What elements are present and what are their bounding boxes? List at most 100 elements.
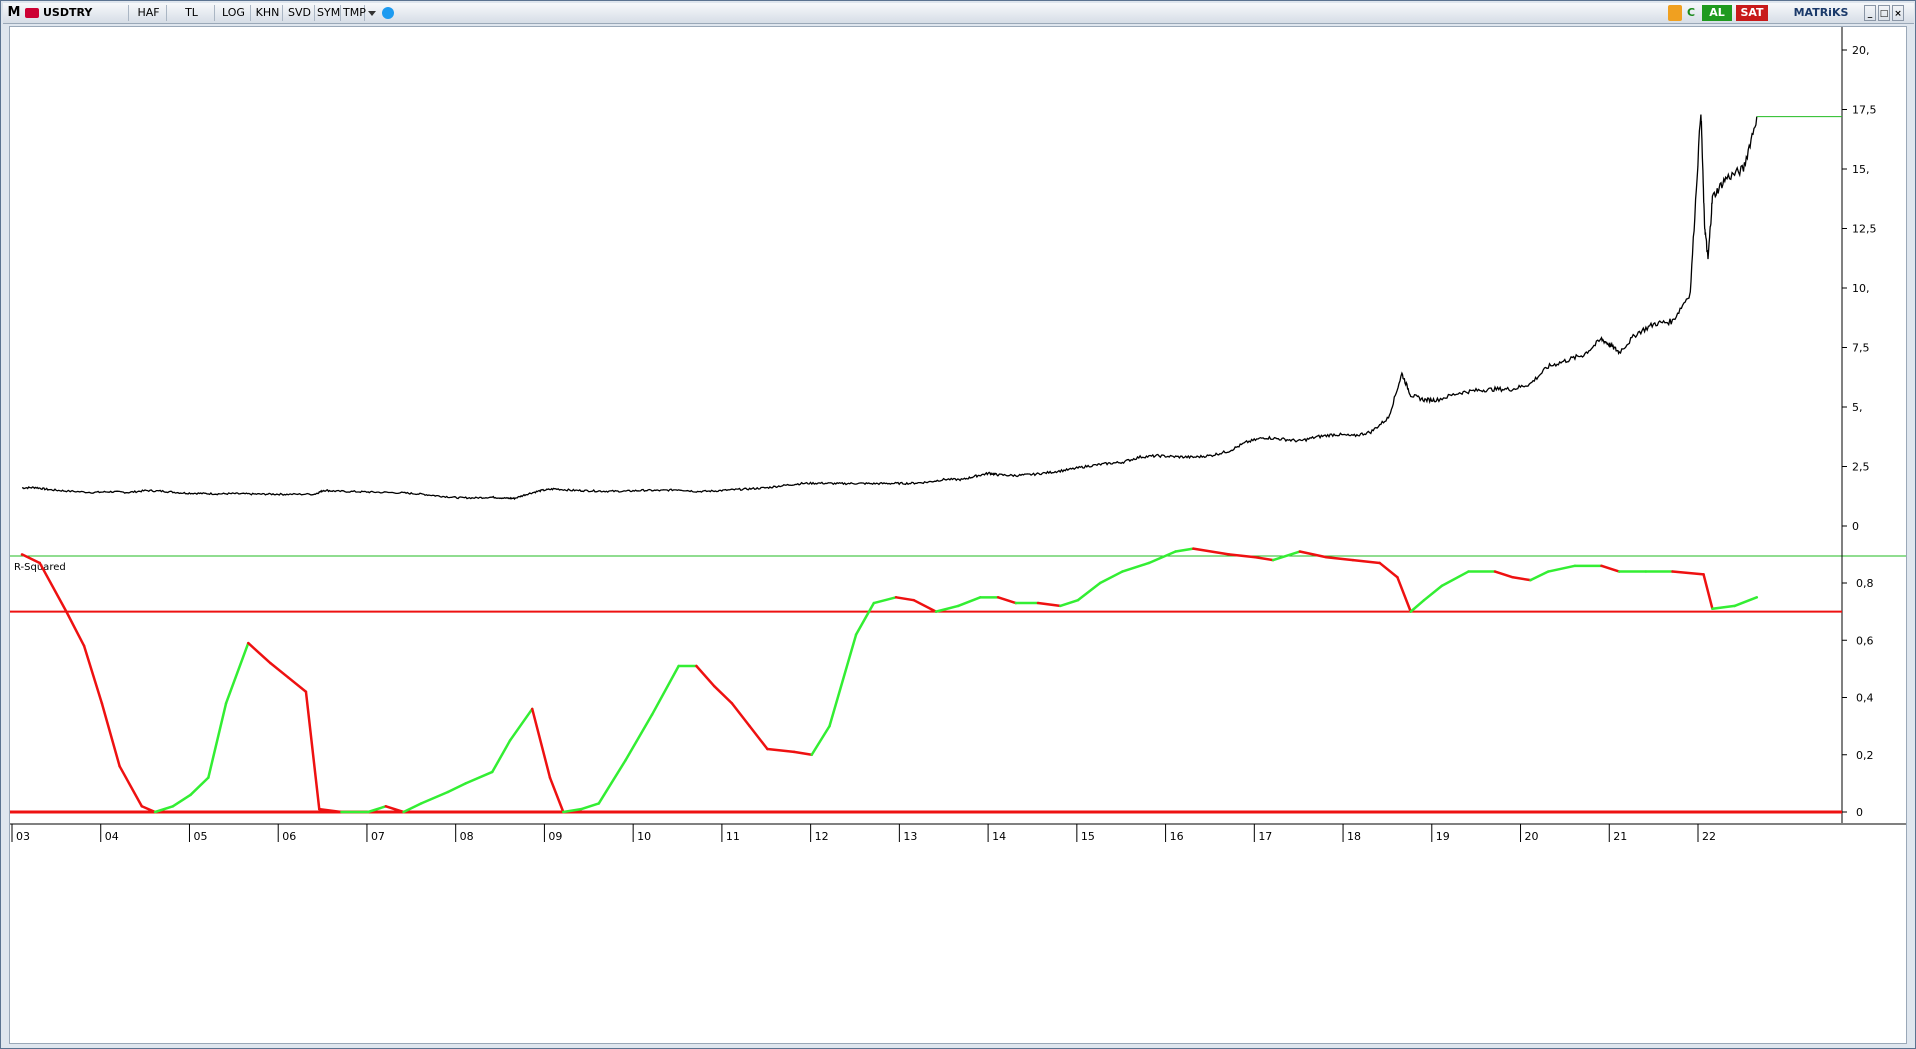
refresh-icon[interactable]: C [1686,6,1696,19]
maximize-icon[interactable]: □ [1878,5,1890,21]
x-tick-label: 17 [1258,830,1272,843]
rsq-segment [1351,558,1381,565]
x-tick-label: 18 [1347,830,1361,843]
period-button[interactable]: HAF [131,5,167,21]
rsq-segment [65,610,86,648]
rsq-segment [579,802,601,811]
rsq-segment [224,641,250,705]
rsq-segment [730,701,751,728]
rsq-segment [304,690,321,811]
sell-button[interactable]: SAT [1736,5,1768,21]
minimize-icon[interactable]: _ [1864,5,1876,21]
rsq-y-tick-label: 0,2 [1856,749,1874,762]
rsq-segment [1600,564,1621,573]
rsq-segment [530,707,552,779]
price-y-tick-label: 20, [1852,44,1870,57]
rsq-segment [1671,570,1705,576]
rsq-segment [464,770,494,785]
indicator-title: R-Squared [14,562,66,573]
rsq-segment [402,802,423,814]
chart-area[interactable]: 0 2,5 5, 7,5 10, 12,5 15, 17,5 20, R-Squared 0 0,2 0… [9,26,1907,1044]
rsq-segment [854,601,876,636]
rsq-segment [1702,573,1714,611]
rsq-segment [828,633,858,728]
x-tick-label: 16 [1170,830,1184,843]
rsq-segment [491,739,512,774]
rsq-segment [1271,550,1302,562]
price-y-tick-label: 10, [1852,282,1870,295]
rsq-segment [894,596,916,602]
x-tick-label: 06 [282,830,296,843]
x-tick-label: 12 [815,830,829,843]
rsq-segment [1733,596,1759,608]
matriks-logo[interactable]: M [7,5,21,20]
rsq-segment [38,561,68,613]
rsq-segment [650,664,680,716]
rsq-segment [189,776,210,797]
rsq-segment [140,805,157,814]
rsq-segment [996,596,1018,605]
rsq-segment [286,676,308,694]
tmp-button[interactable]: TMP [343,5,366,21]
rsq-segment [508,707,534,742]
log-button[interactable]: LOG [217,5,251,21]
alert-icon[interactable] [1668,5,1682,21]
price-series-line [21,114,1758,501]
x-tick-label: 04 [105,830,119,843]
rsq-segment [20,553,41,565]
x-tick-label: 05 [193,830,207,843]
khn-button[interactable]: KHN [253,5,283,21]
symbol-selector[interactable]: USDTRY [41,5,129,21]
rsq-segment [695,664,716,688]
rsq-segment [1422,584,1444,602]
x-tick-label: 20 [1525,830,1539,843]
rsq-segment [1511,576,1532,582]
rsq-segment [562,807,583,814]
chart-canvas[interactable]: 0 2,5 5, 7,5 10, 12,5 15, 17,5 20, R-Squared 0 0,2 0… [10,27,1906,1043]
rsq-segment [384,805,405,814]
rsq-segment [712,684,734,705]
currency-button[interactable]: TL [169,5,215,21]
rsq-segment [1192,547,1231,556]
rsq-segment [118,764,144,808]
chevron-down-icon[interactable] [366,7,378,19]
rsq-segment [420,790,450,805]
x-tick-label: 21 [1613,830,1627,843]
rsq-y-tick-label: 0,6 [1856,634,1874,647]
rsq-segment [748,724,769,751]
price-y-tick-label: 7,5 [1852,342,1870,355]
rsq-segment [1378,561,1399,579]
x-tick-label: 22 [1702,830,1716,843]
rsq-segment [153,805,175,814]
rsq-segment [1396,576,1412,613]
symbol-flag-icon [25,8,39,18]
rsq-segment [1529,570,1550,582]
rsq-segment [247,641,272,665]
rsq-segment [1147,550,1177,565]
twitter-icon[interactable] [382,7,394,19]
buy-button[interactable]: AL [1702,5,1732,21]
x-tick-label: 10 [637,830,651,843]
rsq-segment [318,807,343,814]
rsq-segment [1227,553,1257,559]
rsq-segment [1325,555,1355,562]
rsq-segment [624,713,654,762]
price-y-tick-label: 12,5 [1852,223,1877,236]
rsq-segment [100,701,121,768]
rsq-segment [956,596,982,608]
price-y-tick-label: 17,5 [1852,104,1877,117]
rsq-segment [1174,547,1195,553]
rsq-segment [171,793,192,808]
sym-button[interactable]: SYM [317,5,341,21]
rsq-segment [269,661,290,679]
svd-button[interactable]: SVD [285,5,315,21]
rsq-segment [810,724,831,756]
rsq-segment [1036,601,1062,608]
x-tick-label: 13 [903,830,917,843]
rsq-segment [207,701,228,779]
rsq-segment [872,596,898,605]
rsq-segment [1076,581,1102,602]
price-y-tick-label: 15, [1852,163,1870,176]
close-icon[interactable]: × [1892,5,1904,21]
